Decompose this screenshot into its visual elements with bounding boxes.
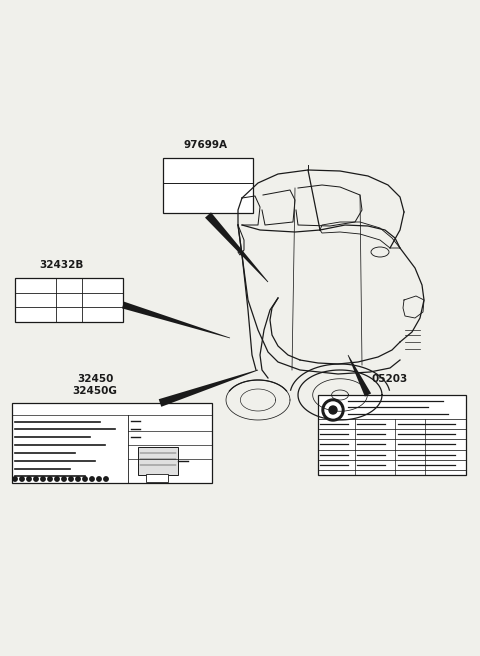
Circle shape [329,406,337,414]
Circle shape [27,477,31,482]
Text: 32432B: 32432B [40,260,84,270]
Bar [138,447,178,475]
Polygon shape [122,302,230,338]
Circle shape [48,477,52,482]
Bar [12,403,212,483]
Circle shape [97,477,101,482]
Polygon shape [348,355,371,397]
Circle shape [13,477,17,482]
Circle shape [41,477,45,482]
Polygon shape [159,369,258,407]
Circle shape [62,477,66,482]
Text: 32450: 32450 [77,374,113,384]
Circle shape [83,477,87,482]
Polygon shape [205,213,268,282]
Circle shape [69,477,73,482]
Text: 05203: 05203 [372,374,408,384]
Circle shape [322,399,344,421]
Bar [146,474,168,482]
Circle shape [55,477,59,482]
Circle shape [104,477,108,482]
Circle shape [325,402,341,418]
Text: 32450G: 32450G [72,386,118,396]
Bar [163,158,253,213]
Circle shape [20,477,24,482]
Text: 97699A: 97699A [183,140,227,150]
Bar [318,395,466,475]
Circle shape [76,477,80,482]
Bar [15,278,123,322]
Circle shape [34,477,38,482]
Circle shape [90,477,94,482]
